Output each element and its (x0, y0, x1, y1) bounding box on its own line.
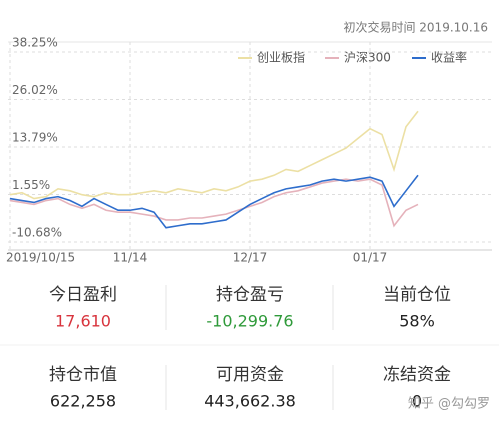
stat-value: 58% (399, 312, 435, 331)
y-tick-label: -10.68% (12, 226, 62, 240)
x-tick-label: 01/17 (353, 251, 388, 265)
first-trade: 初次交易时间 2019.10.16 (343, 20, 488, 35)
stat-value: -10,299.76 (206, 312, 293, 331)
legend-label: 收益率 (431, 50, 467, 65)
stat-label: 冻结资金 (383, 365, 451, 385)
y-tick-label: 26.02% (12, 83, 58, 97)
y-tick-label: 13.79% (12, 130, 58, 144)
y-tick-label: 38.25% (12, 36, 58, 50)
watermark: 知乎 @勾勾罗 (408, 396, 490, 412)
legend-label: 创业板指 (257, 50, 305, 65)
stat-label: 持仓市值 (49, 365, 117, 385)
stat-label: 当前仓位 (383, 285, 451, 305)
stat-value: 622,258 (50, 392, 116, 411)
stat-value: 0 (412, 392, 422, 411)
series-line (9, 174, 419, 229)
stat-label: 可用资金 (216, 365, 284, 385)
stat-value: 443,662.38 (204, 392, 296, 411)
stat-label: 持仓盈亏 (216, 285, 284, 305)
y-tick-label: 1.55% (12, 178, 50, 192)
series-line (9, 110, 419, 200)
legend-label: 沪深300 (344, 51, 391, 65)
stat-label: 今日盈利 (49, 285, 117, 305)
x-tick-label: 12/17 (233, 251, 268, 265)
x-tick-label: 11/14 (113, 251, 148, 265)
x-tick-label: 2019/10/15 (6, 251, 75, 265)
stat-value: 17,610 (55, 312, 111, 331)
